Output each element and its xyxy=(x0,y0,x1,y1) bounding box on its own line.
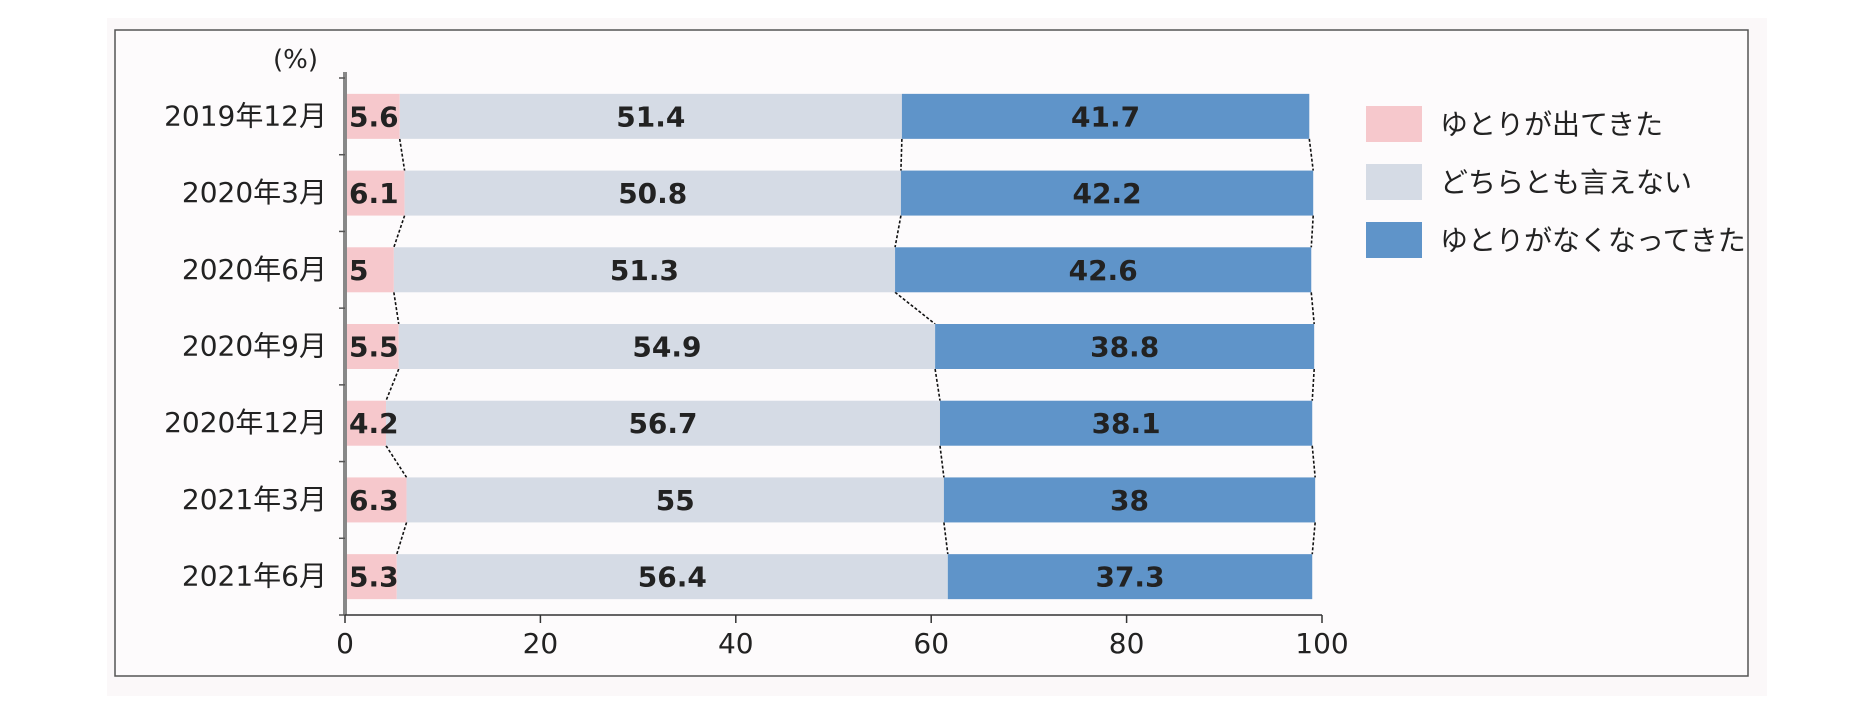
value-labels-group: 5.6 51.4 41.7 6.1 50.8 42.2 5 51.3 42.6 5.5 54.9 38… xyxy=(349,100,1165,593)
legend-label-1: どちらとも言えない xyxy=(1440,166,1692,199)
value-label-s0-2019-12-: 5.6 xyxy=(349,100,399,133)
value-label-s1-2021-3-: 55 xyxy=(656,484,695,517)
bar-s2-2020-12- xyxy=(939,400,1313,446)
legend-swatch-2 xyxy=(1366,222,1422,258)
connector-0-0 xyxy=(398,138,406,171)
bar-s0-2020-12- xyxy=(345,400,387,446)
value-label-s1-2021-6-: 56.4 xyxy=(638,561,707,594)
legend-label-0: ゆとりが出てきた xyxy=(1440,108,1663,141)
bar-s1-2020-3- xyxy=(404,170,901,216)
x-tick-label-40: 40 xyxy=(718,627,754,660)
x-tick-label-20: 20 xyxy=(523,627,559,660)
connector-0-5 xyxy=(396,522,408,555)
bar-s0-2020-6- xyxy=(345,247,394,293)
bar-s0-2020-9- xyxy=(345,324,399,369)
connector-0-3 xyxy=(385,368,400,402)
value-label-s0-2021-6-: 5.3 xyxy=(349,561,399,594)
bar-s1-2020-12- xyxy=(386,400,940,446)
value-label-s2-2021-3-: 38 xyxy=(1110,484,1149,517)
connector-1-1 xyxy=(894,215,902,248)
axes-group: 2019年12月2020年3月2020年6月2020年9月2020年12月202… xyxy=(164,45,1349,660)
legend-swatch-1 xyxy=(1366,164,1422,200)
category-label-2019-12-: 2019年12月 xyxy=(164,99,327,132)
value-label-s1-2019-12-: 51.4 xyxy=(616,100,685,133)
connector-0-2 xyxy=(393,292,400,325)
connector-1-4 xyxy=(939,445,945,478)
connector-1-0 xyxy=(900,138,903,171)
bar-s1-2021-6- xyxy=(396,554,948,600)
category-label-2020-9-: 2020年9月 xyxy=(182,330,327,363)
x-tick-label-100: 100 xyxy=(1295,627,1348,660)
value-label-s2-2019-12-: 41.7 xyxy=(1071,100,1140,133)
x-tick-label-60: 60 xyxy=(913,627,949,660)
unit-label: (%) xyxy=(273,45,318,75)
legend-swatch-0 xyxy=(1366,106,1422,142)
connector-lines xyxy=(385,138,1316,555)
connector-2-3 xyxy=(1311,368,1315,401)
bar-s0-2021-6- xyxy=(345,554,397,600)
bar-s0-2019-12- xyxy=(345,93,400,139)
bar-s1-2020-6- xyxy=(393,247,896,293)
bar-s0-2021-3- xyxy=(345,477,407,523)
connector-2-1 xyxy=(1310,215,1315,248)
value-label-s0-2020-3-: 6.1 xyxy=(349,177,399,210)
value-label-s0-2021-3-: 6.3 xyxy=(349,484,399,517)
bar-s0-2020-3- xyxy=(345,170,405,216)
bar-s2-2020-6- xyxy=(895,247,1312,293)
value-label-s1-2020-3-: 50.8 xyxy=(618,177,687,210)
connector-2-2 xyxy=(1310,292,1315,325)
bars-group xyxy=(345,93,1316,600)
category-label-2020-6-: 2020年6月 xyxy=(182,253,327,286)
category-label-2021-6-: 2021年6月 xyxy=(182,560,327,593)
bar-s1-2020-9- xyxy=(398,324,936,369)
value-label-s2-2020-3-: 42.2 xyxy=(1073,177,1142,210)
x-tick-label-0: 0 xyxy=(336,627,354,660)
value-label-s2-2020-9-: 38.8 xyxy=(1090,331,1159,364)
bar-s2-2021-6- xyxy=(947,554,1313,600)
connector-2-0 xyxy=(1308,138,1315,171)
bar-s2-2020-9- xyxy=(935,324,1315,369)
connector-2-5 xyxy=(1311,522,1316,555)
category-label-2021-3-: 2021年3月 xyxy=(182,483,327,516)
connector-1-3 xyxy=(934,368,941,401)
connector-0-4 xyxy=(385,445,408,478)
value-label-s1-2020-12-: 56.7 xyxy=(628,407,697,440)
category-label-2020-3-: 2020年3月 xyxy=(182,176,327,209)
connector-1-5 xyxy=(943,522,949,555)
bar-s2-2019-12- xyxy=(901,93,1310,139)
bar-s1-2021-3- xyxy=(406,477,944,523)
value-label-s2-2020-6-: 42.6 xyxy=(1069,254,1138,287)
value-label-s1-2020-9-: 54.9 xyxy=(632,331,701,364)
value-label-s0-2020-6-: 5 xyxy=(349,254,368,287)
value-label-s2-2020-12-: 38.1 xyxy=(1092,407,1161,440)
value-label-s0-2020-12-: 4.2 xyxy=(349,407,399,440)
value-label-s2-2021-6-: 37.3 xyxy=(1095,561,1164,594)
x-tick-label-80: 80 xyxy=(1109,627,1145,660)
value-label-s0-2020-9-: 5.5 xyxy=(349,331,399,364)
connector-2-4 xyxy=(1311,445,1316,478)
bar-s1-2019-12- xyxy=(399,93,902,139)
connector-0-1 xyxy=(393,215,406,248)
bar-s2-2021-3- xyxy=(943,477,1316,523)
value-label-s1-2020-6-: 51.3 xyxy=(610,254,679,287)
connector-1-2 xyxy=(894,291,936,325)
legend-label-2: ゆとりがなくなってきた xyxy=(1440,224,1746,257)
bar-s2-2020-3- xyxy=(900,170,1314,216)
category-label-2020-12-: 2020年12月 xyxy=(164,406,327,439)
